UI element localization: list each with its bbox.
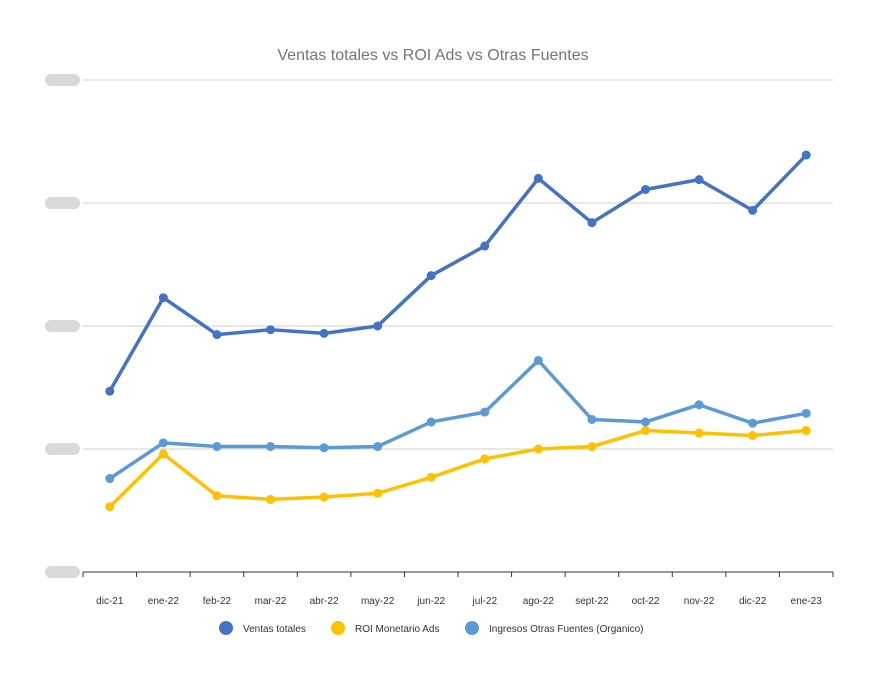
data-point-roi-monetario-ads — [158, 449, 168, 459]
data-point-ingresos-otras-fuentes-organico — [748, 418, 758, 428]
data-point-ventas-totales — [480, 241, 490, 251]
x-tick-label: mar-22 — [255, 596, 287, 607]
data-point-roi-monetario-ads — [587, 442, 597, 452]
x-tick-label: may-22 — [361, 596, 395, 607]
data-point-roi-monetario-ads — [694, 428, 704, 438]
data-point-roi-monetario-ads — [480, 454, 490, 464]
data-point-roi-monetario-ads — [373, 488, 383, 498]
y-tick-label-redacted — [45, 566, 80, 578]
data-point-ventas-totales — [533, 173, 543, 183]
data-point-ingresos-otras-fuentes-organico — [480, 407, 490, 417]
legend-marker — [465, 621, 479, 635]
data-point-ventas-totales — [641, 184, 650, 194]
data-point-ventas-totales — [587, 218, 597, 228]
data-point-roi-monetario-ads — [801, 426, 811, 436]
x-tick-label: jul-22 — [472, 596, 498, 607]
x-tick-label: ago-22 — [523, 596, 555, 607]
data-point-roi-monetario-ads — [426, 472, 436, 482]
y-tick-label-redacted — [45, 320, 80, 332]
data-point-roi-monetario-ads — [266, 494, 275, 504]
y-tick-label-redacted — [45, 443, 80, 455]
data-point-ingresos-otras-fuentes-organico — [641, 417, 650, 427]
data-point-ingresos-otras-fuentes-organico — [266, 442, 275, 452]
data-point-roi-monetario-ads — [533, 444, 543, 454]
series-line-roi-monetario-ads — [108, 428, 807, 509]
x-tick-label: ene-22 — [148, 596, 180, 607]
data-point-ventas-totales — [373, 321, 383, 331]
x-tick-label: dic-21 — [96, 596, 124, 607]
data-point-ingresos-otras-fuentes-organico — [533, 355, 543, 365]
data-point-roi-monetario-ads — [319, 492, 329, 502]
data-point-ventas-totales — [319, 328, 329, 338]
x-tick-label: feb-22 — [203, 596, 232, 607]
legend-label: Ingresos Otras Fuentes (Organico) — [489, 624, 644, 635]
data-point-ventas-totales — [694, 175, 704, 185]
x-tick-label: dic-22 — [739, 596, 767, 607]
data-point-ventas-totales — [748, 205, 758, 215]
data-point-ventas-totales — [426, 271, 436, 281]
x-tick-label: jun-22 — [416, 596, 445, 607]
series-line-ingresos-otras-fuentes-organico — [108, 358, 807, 480]
data-point-ingresos-otras-fuentes-organico — [212, 442, 222, 452]
data-point-ingresos-otras-fuentes-organico — [426, 417, 436, 427]
series-line-ventas-totales — [108, 153, 808, 393]
x-tick-label: nov-22 — [684, 596, 715, 607]
legend-label: ROI Monetario Ads — [355, 624, 439, 635]
x-tick-label: oct-22 — [632, 596, 660, 607]
data-point-roi-monetario-ads — [748, 430, 758, 440]
data-point-ingresos-otras-fuentes-organico — [158, 438, 168, 448]
x-tick-label: ene-23 — [791, 596, 823, 607]
data-point-ventas-totales — [105, 386, 115, 396]
data-point-ventas-totales — [212, 330, 222, 340]
data-point-ventas-totales — [801, 150, 811, 160]
x-tick-label: abr-22 — [310, 596, 339, 607]
y-tick-label-redacted — [45, 197, 80, 209]
data-point-roi-monetario-ads — [212, 491, 222, 501]
data-point-ingresos-otras-fuentes-organico — [801, 408, 811, 418]
data-point-roi-monetario-ads — [641, 426, 650, 436]
legend-marker — [331, 621, 345, 635]
data-point-roi-monetario-ads — [105, 502, 115, 512]
data-point-ventas-totales — [266, 325, 275, 335]
chart-title: Ventas totales vs ROI Ads vs Otras Fuent… — [277, 47, 588, 64]
y-tick-label-redacted — [45, 74, 80, 86]
data-point-ingresos-otras-fuentes-organico — [694, 400, 704, 410]
data-point-ventas-totales — [158, 293, 168, 303]
data-point-ingresos-otras-fuentes-organico — [319, 443, 329, 453]
data-point-ingresos-otras-fuentes-organico — [587, 414, 597, 424]
legend-label: Ventas totales — [243, 624, 306, 635]
data-point-ingresos-otras-fuentes-organico — [105, 474, 115, 484]
data-point-ingresos-otras-fuentes-organico — [373, 442, 383, 452]
x-tick-label: sept-22 — [575, 596, 609, 607]
legend-marker — [219, 621, 233, 635]
